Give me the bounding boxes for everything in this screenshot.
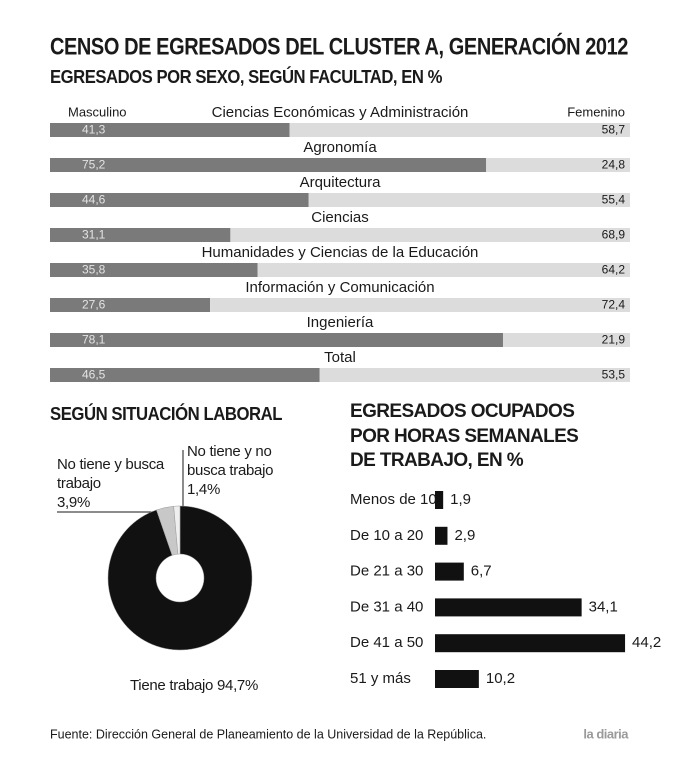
bar	[435, 526, 448, 545]
bar-segment	[50, 368, 320, 382]
bar-segment	[50, 228, 231, 242]
bar	[435, 491, 444, 509]
category-label: Ciencias	[311, 209, 369, 226]
value-label: 58,7	[602, 123, 626, 137]
source: Fuente: Dirección General de Planeamient…	[50, 727, 486, 741]
category-label: No tiene y busca trabajo	[57, 456, 164, 492]
value-label: 21,9	[602, 333, 626, 347]
value-label: 78,1	[82, 333, 106, 347]
chart-title: EGRESADOS OCUPADOS POR HORAS SEMANALES D…	[350, 401, 579, 471]
slice-label: No tiene y busca trabajo 3,9%	[57, 455, 177, 512]
value-label: 2,9	[454, 527, 475, 544]
value-label: 72,4	[602, 298, 626, 312]
slice-label: Tiene trabajo 94,7%	[130, 676, 258, 695]
value-label: 1,9	[450, 491, 471, 508]
bar-segment	[210, 298, 630, 312]
value-label: 44,6	[82, 193, 106, 207]
value-label: 68,9	[602, 228, 626, 242]
value-label: 46,5	[82, 368, 106, 382]
bar-segment	[486, 158, 630, 172]
value-label: 64,2	[602, 263, 626, 277]
value-label: 31,1	[82, 228, 106, 242]
bar-segment	[308, 193, 630, 207]
main-title: CENSO DE EGRESADOS DEL CLUSTER A, GENERA…	[50, 32, 628, 60]
brand: la diaria	[583, 726, 629, 741]
bar	[435, 634, 626, 653]
value-label: 1,4%	[187, 481, 220, 498]
value-label: 6,7	[471, 563, 492, 580]
chart-title: SEGÚN SITUACIÓN LABORAL	[50, 403, 282, 424]
bar-segment	[50, 193, 309, 207]
value-label: 3,9%	[57, 494, 90, 511]
bar-segment	[50, 333, 503, 347]
chart-title: EGRESADOS POR SEXO, SEGÚN FACULTAD, EN %	[50, 66, 442, 87]
slice-label: No tiene y no busca trabajo 1,4%	[187, 442, 312, 499]
bar-segment	[230, 228, 630, 242]
category-label: De 10 a 20	[350, 527, 423, 544]
value-label: 24,8	[602, 158, 626, 172]
category-label: Ciencias Económicas y Administración	[212, 104, 469, 121]
category-label: No tiene y no busca trabajo	[187, 443, 274, 479]
legend-label: Masculino	[68, 104, 127, 119]
value-label: 44,2	[632, 634, 661, 651]
bar-segment	[289, 123, 630, 137]
category-label: Información y Comunicación	[245, 279, 434, 296]
value-label: 34,1	[589, 598, 618, 615]
bar-segment	[50, 123, 290, 137]
bar-segment	[257, 263, 630, 277]
bar-segment	[319, 368, 630, 382]
category-label: Humanidades y Ciencias de la Educación	[202, 244, 479, 261]
donut-slice	[173, 505, 181, 555]
value-label: 35,8	[82, 263, 106, 277]
bar-segment	[502, 333, 630, 347]
legend-label: Femenino	[567, 104, 625, 119]
value-label: 41,3	[82, 123, 106, 137]
bar	[435, 562, 464, 581]
bar-segment	[50, 158, 487, 172]
value-label: 53,5	[602, 368, 626, 382]
category-label: Arquitectura	[300, 174, 382, 191]
category-label: Agronomía	[303, 139, 377, 156]
category-label: Menos de 10	[350, 491, 437, 508]
value-label: 75,2	[82, 158, 106, 172]
bar-segment	[50, 263, 258, 277]
category-label: De 31 a 40	[350, 598, 423, 615]
bar-segment	[50, 298, 211, 312]
bar	[435, 670, 479, 688]
bar	[435, 598, 582, 617]
category-label: Total	[324, 349, 356, 366]
value-label: 27,6	[82, 298, 106, 312]
category-label: 51 y más	[350, 670, 411, 687]
category-label: De 41 a 50	[350, 634, 423, 651]
value-label: 94,7%	[216, 677, 259, 694]
value-label: 55,4	[602, 193, 626, 207]
category-label: De 21 a 30	[350, 563, 423, 580]
category-label: Tiene trabajo	[130, 677, 214, 694]
value-label: 10,2	[486, 670, 515, 687]
category-label: Ingeniería	[307, 314, 374, 331]
donut-slice	[107, 505, 253, 651]
